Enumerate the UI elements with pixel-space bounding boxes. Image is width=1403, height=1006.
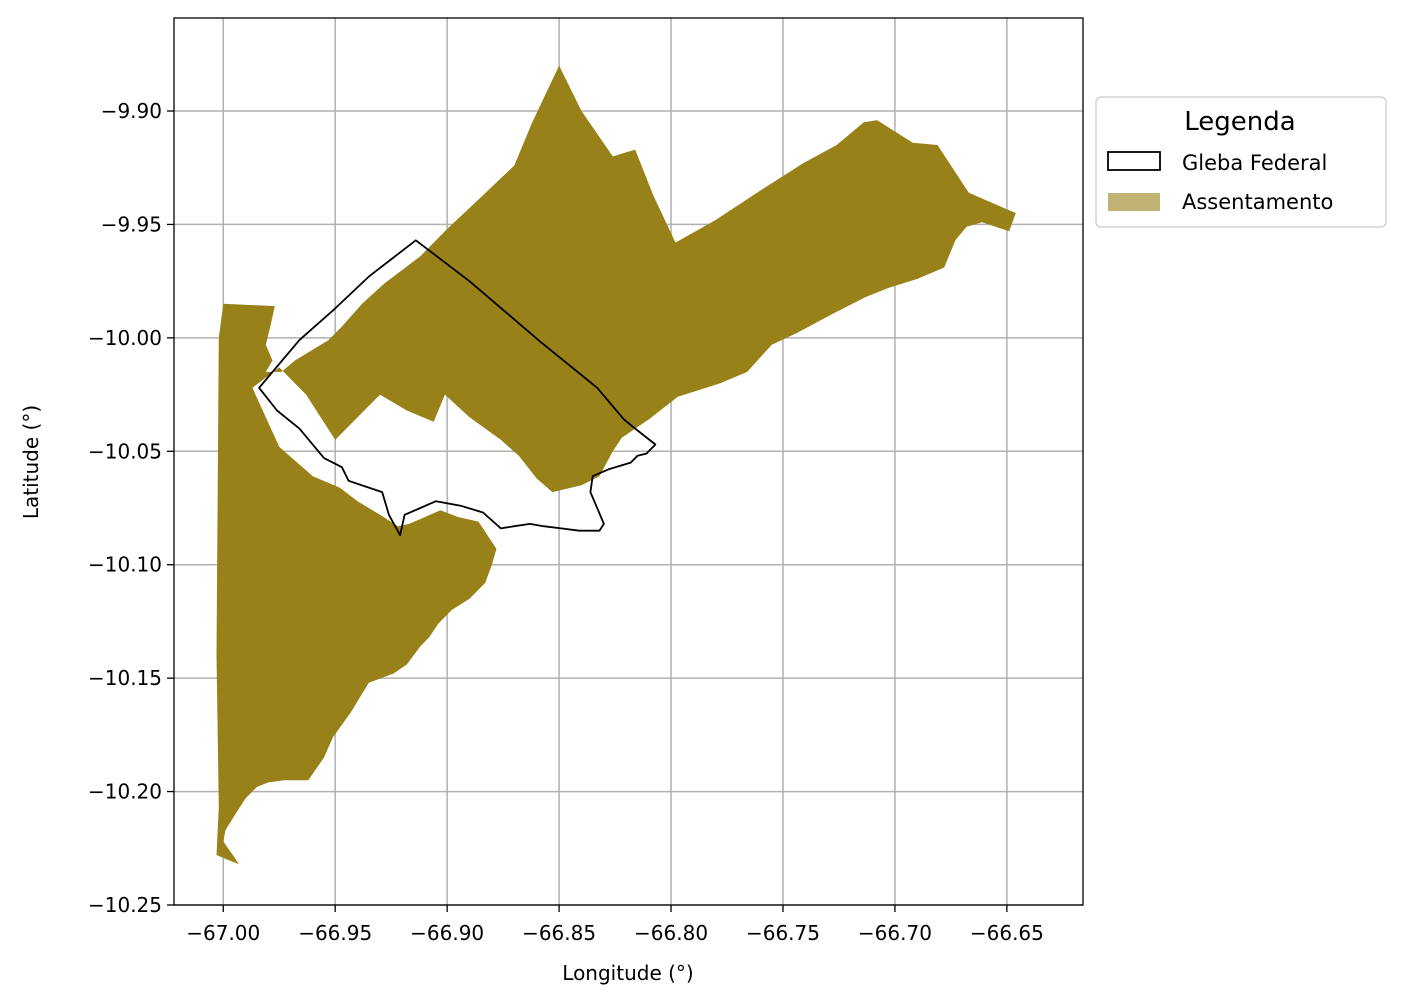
x-tick-label: −66.85 bbox=[522, 921, 596, 945]
x-tick-label: −66.95 bbox=[298, 921, 372, 945]
y-tick-label: −9.95 bbox=[101, 212, 162, 236]
y-axis-title: Latitude (°) bbox=[19, 405, 43, 519]
assentamento-polygon bbox=[216, 65, 1016, 865]
x-tick-label: −66.65 bbox=[970, 921, 1044, 945]
legend-swatch-assentamento bbox=[1108, 193, 1160, 211]
x-tick-label: −67.00 bbox=[186, 921, 260, 945]
legend: Legenda Gleba Federal Assentamento bbox=[1095, 96, 1387, 228]
x-tick-label: −66.75 bbox=[746, 921, 820, 945]
y-axis-ticks: −9.90 −9.95 −10.00 −10.05 −10.10 −10.15 −10.20… bbox=[88, 99, 174, 917]
x-tick-label: −66.90 bbox=[410, 921, 484, 945]
gleba-federal-polygon bbox=[258, 239, 657, 537]
legend-swatch-gleba-federal bbox=[1107, 151, 1161, 171]
x-axis-title: Longitude (°) bbox=[562, 961, 693, 985]
legend-label-gleba-federal: Gleba Federal bbox=[1182, 151, 1327, 175]
legend-title: Legenda bbox=[1184, 107, 1295, 137]
legend-box bbox=[1095, 96, 1387, 228]
x-tick-label: −66.70 bbox=[858, 921, 932, 945]
x-axis-ticks: −67.00 −66.95 −66.90 −66.85 −66.80 −66.75 −66.… bbox=[186, 905, 1044, 945]
plot-frame bbox=[173, 17, 1084, 906]
y-tick-label: −10.15 bbox=[88, 666, 162, 690]
y-tick-label: −9.90 bbox=[101, 99, 162, 123]
y-tick-label: −10.05 bbox=[88, 439, 162, 463]
y-tick-label: −10.10 bbox=[88, 553, 162, 577]
y-tick-label: −10.20 bbox=[88, 780, 162, 804]
y-tick-label: −10.00 bbox=[88, 326, 162, 350]
map-layers bbox=[216, 65, 1016, 865]
x-tick-label: −66.80 bbox=[634, 921, 708, 945]
y-tick-label: −10.25 bbox=[88, 893, 162, 917]
legend-label-assentamento: Assentamento bbox=[1182, 190, 1333, 214]
